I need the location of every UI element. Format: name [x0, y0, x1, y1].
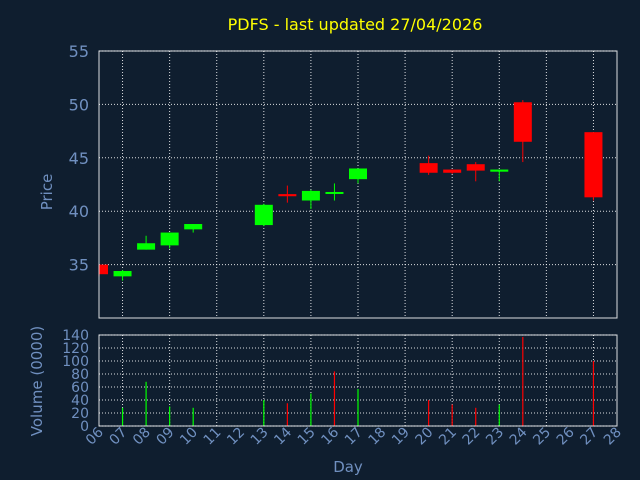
candle-09: [160, 232, 179, 249]
candle-15: [301, 189, 320, 210]
day-axis-label: Day: [333, 458, 363, 476]
volume-y-tick-label: 20: [71, 406, 89, 422]
price-y-tick-label: 55: [69, 42, 89, 61]
candle-body: [513, 102, 532, 142]
volume-y-tick-label: 80: [71, 367, 89, 383]
day-tick-label: 09: [154, 425, 178, 449]
candle-23: [490, 169, 509, 182]
candle-body: [325, 191, 344, 194]
candle-body: [113, 271, 132, 277]
price-y-ticks: 35 40 45 50 55: [69, 42, 89, 275]
price-panel-frame: [98, 50, 618, 319]
volume-y-tick-label: 40: [71, 393, 89, 409]
day-tick-label: 11: [201, 425, 225, 449]
candle-10: [184, 224, 203, 233]
day-tick-label: 16: [318, 424, 342, 448]
candle-body: [443, 169, 462, 173]
day-tick-label: 27: [577, 425, 601, 449]
candle-20: [419, 155, 438, 175]
day-x-ticks: 06 07 08 09 10 11 12 13 14 15 16 17 18 19 20 21 22 23 24 25…: [83, 424, 625, 448]
day-tick-label: 20: [413, 425, 437, 449]
volume-y-tick-label: 60: [71, 380, 89, 396]
candle-body: [349, 168, 367, 180]
day-tick-label: 12: [224, 425, 248, 449]
day-tick-label: 15: [295, 425, 319, 449]
day-tick-label: 13: [248, 425, 272, 449]
chart-title: PDFS - last updated 27/04/2026: [228, 15, 483, 34]
day-tick-label: 14: [271, 424, 295, 448]
candle-body: [254, 204, 273, 226]
candle-body: [490, 169, 509, 172]
candle-body: [160, 232, 179, 246]
day-tick-label: 08: [130, 425, 154, 449]
candle-body: [137, 243, 156, 250]
candle-27: [584, 132, 603, 201]
volume-panel-frame: [98, 334, 618, 427]
candle-07: [113, 269, 132, 281]
candle-17: [349, 168, 367, 184]
candle-13: [254, 203, 273, 227]
day-tick-label: 18: [365, 425, 389, 449]
day-tick-label: 25: [530, 425, 554, 449]
candle-24: [513, 100, 532, 163]
candle-body: [584, 132, 603, 198]
candle-14: [278, 185, 297, 203]
candle-body: [184, 224, 203, 230]
candle-16: [325, 183, 344, 201]
day-tick-label: 07: [106, 425, 130, 449]
price-y-tick-label: 50: [69, 95, 89, 114]
day-tick-label: 10: [177, 425, 201, 449]
candle-body: [278, 194, 297, 197]
candle-body: [466, 164, 485, 171]
candle-body: [301, 190, 320, 201]
price-y-tick-label: 45: [69, 149, 89, 168]
candle-06: [98, 264, 108, 277]
volume-bars: [121, 336, 595, 426]
price-y-tick-label: 40: [69, 202, 89, 221]
volume-axis-label: Volume (0000): [28, 326, 46, 436]
candle-21: [443, 169, 462, 174]
candle-body: [99, 264, 108, 275]
day-tick-label: 17: [342, 425, 366, 449]
day-tick-label: 21: [436, 425, 460, 449]
day-tick-label: 24: [507, 424, 531, 448]
candlesticks: [98, 100, 603, 281]
day-tick-label: 26: [554, 424, 578, 448]
day-tick-label: 28: [601, 425, 625, 449]
volume-y-tick-label: 120: [62, 341, 89, 357]
volume-y-tick-label: 140: [62, 328, 89, 344]
price-axis-label: Price: [38, 174, 56, 211]
volume-y-tick-label: 100: [62, 354, 89, 370]
day-tick-label: 19: [389, 425, 413, 449]
volume-y-tick-label: 0: [80, 419, 89, 435]
day-tick-label: 22: [460, 425, 484, 449]
candle-22: [466, 162, 485, 182]
day-tick-label: 23: [483, 425, 507, 449]
price-y-tick-label: 35: [69, 256, 89, 275]
candle-body: [419, 163, 438, 173]
price-grid: [99, 50, 617, 318]
candle-08: [137, 235, 156, 250]
